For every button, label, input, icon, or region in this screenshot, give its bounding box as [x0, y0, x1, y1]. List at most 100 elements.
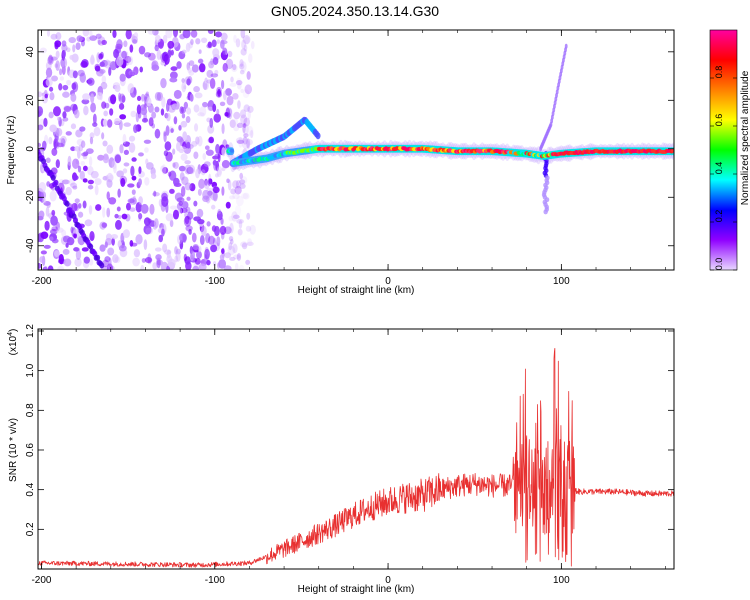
spectrogram-noise-blob: [202, 80, 210, 91]
spectrogram-noise-blob: [140, 264, 145, 270]
spectrogram-noise-blob: [214, 69, 219, 75]
spectrogram-lower-branch-mark: [50, 174, 56, 181]
spectrogram-noise-blob: [127, 183, 135, 188]
spectrogram-lower-branch-mark: [64, 200, 70, 207]
spectrogram-noise-blob: [81, 247, 89, 252]
spectrogram-noise-blob: [212, 186, 220, 194]
spectrogram-noise-blob: [146, 162, 154, 170]
spectrogram-noise-blob: [207, 30, 214, 34]
spectrogram-noise-blob: [235, 137, 244, 144]
spectrogram-noise-blob: [240, 48, 247, 56]
spectrogram-noise-blob: [181, 81, 187, 93]
spectrogram-noise-blob: [243, 133, 249, 138]
spectrogram-noise-blob: [212, 190, 218, 202]
spectrogram-noise-blob: [209, 78, 216, 89]
spectrogram-noise-blob: [58, 138, 64, 143]
spectrogram-noise-blob: [68, 36, 76, 44]
spectrogram-noise-blob: [65, 186, 72, 196]
spectrogram-noise-blob: [129, 197, 138, 205]
spectrogram-noise-blob: [189, 183, 196, 192]
spectrogram-noise-blob: [140, 107, 148, 116]
spectrogram-noise-blob: [239, 264, 245, 270]
spectrogram-noise-blob: [76, 35, 83, 42]
spectrogram-noise-blob: [101, 75, 107, 84]
spectrogram-noise-blob: [232, 214, 240, 219]
spectrogram-noise-blob: [197, 58, 204, 64]
spectrogram-ylabel: Frequency (Hz): [6, 116, 17, 185]
spectrogram-noise-blob: [102, 175, 108, 181]
spectrogram-noise-blob: [198, 49, 202, 54]
spectrogram-noise-blob: [169, 205, 178, 210]
spectrogram-noise-blob: [55, 140, 60, 149]
spectrogram-noise-blob: [206, 259, 211, 266]
spectrogram-noise-blob: [45, 206, 50, 217]
spectrogram-noise-blob: [163, 55, 170, 63]
spectrogram-noise-blob: [72, 70, 78, 79]
spectrogram-noise-blob: [74, 109, 80, 119]
spectrogram-noise-blob: [74, 198, 80, 204]
spectrogram-noise-blob: [136, 104, 142, 115]
spectrogram-noise-blob: [74, 257, 82, 267]
spectrogram-noise-blob: [102, 118, 108, 127]
spectrogram-noise-blob: [221, 186, 225, 196]
spectrogram-noise-blob: [239, 179, 246, 185]
spectrogram-noise-blob: [69, 54, 75, 60]
spectrogram-noise-blob: [161, 228, 165, 237]
spectrogram-noise-blob: [97, 154, 105, 161]
spectrogram-noise-blob: [75, 249, 82, 261]
spectrogram-noise-blob: [48, 54, 53, 64]
spectrogram-noise-blob: [220, 32, 228, 41]
spectrogram-noise-blob: [247, 109, 252, 120]
spectrogram-noise-blob: [193, 151, 199, 159]
spectrogram-noise-blob: [106, 119, 113, 128]
spectrogram-noise-blob: [243, 117, 251, 127]
spectrogram-noise-blob: [221, 79, 225, 90]
spectrogram-noise-blob: [238, 219, 243, 229]
spectrogram-noise-blob: [176, 197, 185, 203]
spectrogram-noise-blob: [140, 93, 145, 102]
spectrogram-noise-blob: [78, 144, 84, 152]
spectrogram-noise-blob: [241, 139, 250, 149]
spectrogram-noise-blob: [155, 254, 162, 261]
spectrogram-noise-blob: [138, 196, 143, 205]
spectrogram-noise-blob: [169, 77, 178, 83]
spectrogram-noise-blob: [210, 73, 219, 78]
spectrogram-noise-blob: [179, 233, 187, 243]
spectrogram-noise-blob: [228, 235, 234, 242]
spectrogram-noise-blob: [182, 131, 188, 141]
spectrogram-noise-blob: [220, 39, 225, 50]
spectrogram-noise-blob: [245, 225, 252, 232]
spectrogram-noise-blob: [123, 40, 128, 48]
spectrogram-noise-blob: [154, 247, 162, 252]
spectrogram-noise-blob: [233, 118, 239, 125]
spectrogram-noise-blob: [198, 178, 205, 190]
spectrogram-noise-blob: [197, 218, 205, 225]
spectrogram-noise-blob: [172, 162, 176, 168]
spectrogram-noise-blob: [154, 34, 161, 43]
spectrogram-noise-blob: [229, 195, 236, 200]
spectrogram-noise-blob: [242, 89, 250, 99]
spectrogram-ridge-core: [229, 148, 234, 153]
spectrogram-noise-blob: [198, 263, 207, 270]
spectrogram-noise-blob: [186, 62, 191, 71]
spectrogram-noise-blob: [50, 56, 58, 61]
spectrogram-noise-blob: [221, 167, 226, 172]
spectrogram-noise-blob: [92, 113, 97, 125]
spectrogram-noise-blob: [205, 232, 211, 244]
spectrogram-noise-blob: [202, 153, 207, 161]
spectrogram-noise-blob: [222, 62, 228, 73]
spectrogram-noise-blob: [186, 78, 191, 86]
spectrogram-noise-blob: [79, 72, 86, 83]
spectrogram-ytick-label: -40: [25, 238, 36, 253]
spectrogram-noise-blob: [175, 248, 181, 255]
spectrogram-noise-blob: [119, 175, 128, 185]
spectrogram-xtick-label: 0: [385, 276, 391, 287]
spectrogram-noise-blob: [241, 242, 248, 250]
spectrogram-noise-blob: [72, 174, 79, 181]
spectrogram-noise-blob: [199, 106, 207, 117]
spectrogram-noise-blob: [237, 83, 242, 90]
spectrogram-noise-blob: [207, 124, 215, 134]
spectrogram-noise-blob: [90, 170, 99, 179]
spectrogram-noise-blob: [189, 93, 194, 102]
